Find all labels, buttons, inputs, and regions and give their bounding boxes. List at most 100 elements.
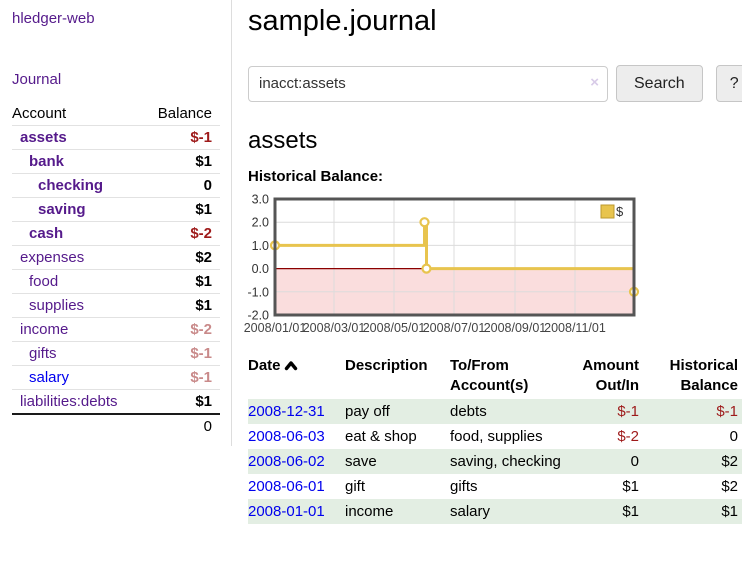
transaction-cell: saving, checking [450, 449, 565, 474]
transaction-cell: income [345, 499, 450, 524]
transaction-cell: gift [345, 478, 366, 495]
register-table: Date Description To/From Account(s) Amou… [248, 354, 742, 524]
search-button[interactable]: Search [616, 65, 703, 102]
data-point[interactable] [419, 217, 430, 228]
plot-border [273, 197, 636, 317]
x-tick-label: 2008/09/01 [484, 321, 547, 335]
account-link[interactable]: liabilities:debts [20, 393, 118, 410]
historical-balance-chart[interactable]: $3.0 2.0 1.0 0.0 -1.0 -2.0 2008/01/01 2008/03/0… [244, 192, 742, 340]
search-input[interactable] [248, 65, 608, 102]
sidebar-item-journal[interactable]: Journal [12, 71, 62, 88]
account-row: assets $-1 [12, 125, 220, 150]
x-tick-label: 2008/05/01 [363, 321, 426, 335]
account-row: saving $1 [12, 197, 220, 222]
account-link[interactable]: expenses [20, 249, 85, 266]
main-content: sample.journal × Search ? assets Histori… [244, 0, 742, 524]
accounts-total-row: 0 [12, 414, 220, 438]
transaction-cell: $1 [643, 499, 742, 524]
account-link[interactable]: assets [20, 129, 67, 146]
transaction-cell: $2 [721, 478, 738, 495]
account-row: bank $1 [12, 149, 220, 174]
transaction-date-cell: 2008-01-01 [248, 499, 345, 524]
account-balance: $-1 [190, 129, 212, 146]
account-row: cash $-2 [12, 221, 220, 246]
account-row: expenses $2 [12, 245, 220, 270]
account-link[interactable]: income [20, 321, 69, 338]
account-link[interactable]: bank [29, 153, 65, 170]
y-tick-label: 3.0 [252, 193, 269, 207]
account-row: supplies $1 [12, 293, 220, 318]
account-balance: $1 [195, 273, 212, 290]
register-header-amount: Amount Out/In [582, 357, 639, 394]
sidebar: hledger-web Journal Account Balance asse… [0, 0, 232, 446]
account-balance: $-2 [190, 321, 212, 338]
transaction-date-cell: 2008-12-31 [248, 399, 345, 424]
transaction-cell: eat & shop [345, 428, 417, 445]
sort-ascending-icon [284, 357, 298, 377]
transaction-date-link[interactable]: 2008-06-03 [248, 428, 325, 445]
clear-search-icon[interactable]: × [590, 73, 599, 91]
account-link[interactable]: food [29, 273, 59, 290]
transaction-row: 2008-12-31 pay off debts $-1 $-1 [248, 399, 742, 424]
x-tick-label: 2008/07/01 [423, 321, 486, 335]
transaction-cell: save [345, 449, 450, 474]
account-balance: $2 [195, 249, 212, 266]
accounts-total-value: 0 [203, 418, 212, 435]
account-row: food $1 [12, 269, 220, 294]
account-row: salary $-1 [12, 365, 220, 390]
account-link[interactable]: salary [29, 369, 70, 386]
transaction-cell: $2 [643, 449, 742, 474]
legend-label: $ [616, 204, 624, 219]
transaction-cell: $-1 [643, 399, 742, 424]
accounts-table: Account Balance assets $-1 bank $1 checking 0… [12, 102, 220, 438]
register-header-description: Description [345, 357, 428, 374]
account-balance: $1 [195, 393, 212, 410]
transaction-cell: $-2 [617, 428, 639, 445]
help-button[interactable]: ? [715, 65, 742, 102]
account-balance: $1 [195, 201, 212, 218]
transaction-cell: $1 [565, 499, 643, 524]
transaction-cell: debts [450, 399, 565, 424]
legend-swatch [600, 204, 615, 219]
account-link[interactable]: checking [38, 177, 104, 194]
transaction-cell: pay off [345, 399, 450, 424]
account-balance: $-2 [190, 225, 212, 242]
account-link[interactable]: cash [29, 225, 64, 242]
account-row: checking 0 [12, 173, 220, 198]
data-point[interactable] [421, 263, 432, 274]
account-row: liabilities:debts $1 [12, 389, 220, 415]
account-link[interactable]: saving [38, 201, 86, 218]
transaction-date-link[interactable]: 2008-06-02 [248, 453, 325, 470]
transaction-cell: $-1 [565, 399, 643, 424]
transaction-date-cell: 2008-06-01 [248, 474, 345, 499]
register-header-balance: Historical Balance [669, 357, 738, 394]
register-header-date[interactable]: Date [248, 354, 345, 399]
x-tick-label: 2008/11/01 [544, 321, 606, 335]
account-row: income $-2 [12, 317, 220, 342]
account-balance: $1 [195, 297, 212, 314]
transaction-date-cell: 2008-06-02 [248, 449, 345, 474]
y-tick-label: 0.0 [252, 262, 269, 276]
account-link[interactable]: gifts [29, 345, 57, 362]
y-tick-label: -1.0 [247, 285, 269, 299]
transaction-date-link[interactable]: 2008-12-31 [248, 403, 325, 420]
account-balance: $1 [195, 153, 212, 170]
account-balance: $-1 [190, 369, 212, 386]
transaction-cell: gifts [450, 478, 478, 495]
brand-link[interactable]: hledger-web [12, 10, 95, 27]
register-header-accounts: To/From Account(s) [450, 357, 529, 394]
y-tick-label: 1.0 [252, 239, 269, 253]
transaction-cell: 0 [565, 449, 643, 474]
transaction-cell: 0 [729, 428, 738, 445]
transaction-row: 2008-01-01 income salary $1 $1 [248, 499, 742, 524]
account-row: gifts $-1 [12, 341, 220, 366]
y-tick-label: 2.0 [252, 216, 269, 230]
account-link[interactable]: supplies [29, 297, 85, 314]
transaction-date-link[interactable]: 2008-06-01 [248, 478, 325, 495]
transaction-date-link[interactable]: 2008-01-01 [248, 503, 325, 520]
search-bar: × Search ? [248, 65, 742, 102]
transaction-cell: food, supplies [450, 428, 543, 445]
accounts-header-account: Account [12, 105, 67, 122]
x-tick-label: 2008/03/01 [303, 321, 366, 335]
transaction-row: 2008-06-03 eat & shop food, supplies $-2 0 [248, 424, 742, 449]
